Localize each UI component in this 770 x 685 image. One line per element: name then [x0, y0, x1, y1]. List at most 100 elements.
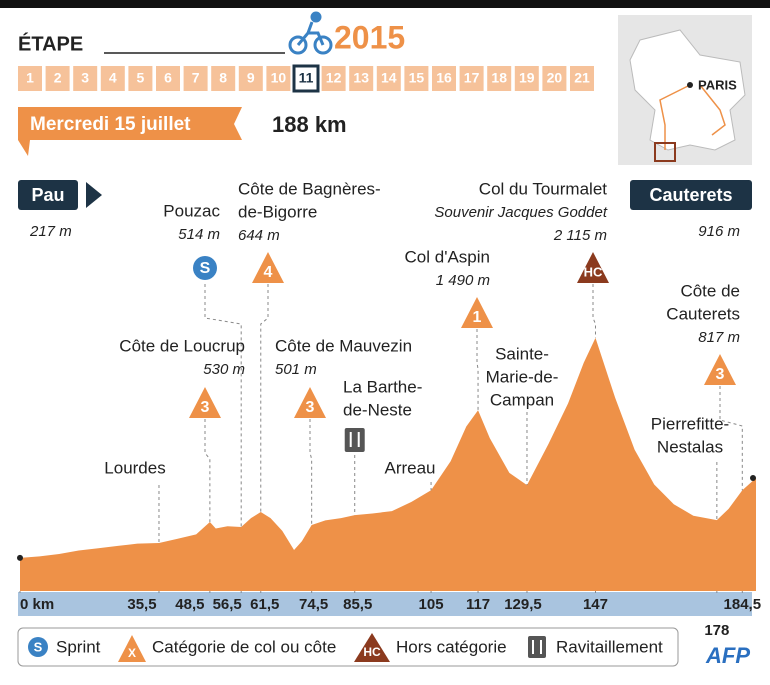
finish-name: Cauterets [649, 185, 732, 205]
legend-icon: S [34, 639, 43, 654]
stage-number: 7 [192, 70, 200, 86]
climb-name: Côte de Bagnères- [238, 179, 381, 198]
stage-box [73, 66, 98, 91]
stage-number: 9 [247, 70, 255, 86]
stage-box [404, 66, 429, 91]
stage-number: 13 [353, 70, 369, 86]
top-bar [0, 0, 770, 8]
leader-line [476, 329, 479, 411]
food-icon [344, 428, 365, 452]
stage-box [432, 66, 456, 91]
stage-number: 17 [464, 70, 480, 86]
climb-category: 3 [306, 399, 315, 416]
profile-area [20, 337, 756, 591]
start-elevation: 217 m [29, 223, 72, 240]
date-banner [18, 107, 242, 156]
start-dot [17, 554, 23, 561]
town-name: Arreau [384, 458, 435, 477]
climb-elevation: 530 m [203, 361, 245, 378]
stage-box [238, 66, 263, 91]
stage-number: 10 [271, 70, 287, 86]
climb-category: HC [584, 264, 603, 279]
year: 2015 [334, 19, 405, 55]
stage-number: 14 [381, 70, 397, 86]
leader-line [719, 386, 743, 491]
climb-elevation: 644 m [238, 227, 280, 244]
stage-box [128, 66, 153, 91]
climb-category: 1 [473, 309, 482, 326]
climb-name: Cauterets [666, 304, 740, 323]
finish-box [630, 180, 752, 210]
climb-icon [461, 297, 493, 328]
leader-line [592, 284, 596, 338]
stage-label: ÉTAPE [18, 32, 83, 55]
stage-box [459, 66, 484, 91]
climb-icon [252, 252, 284, 283]
stage-number: 2 [54, 70, 62, 86]
climb-name: Col du Tourmalet [479, 179, 607, 198]
town-name: Marie-de- [486, 367, 559, 386]
climb-elevation: 501 m [275, 361, 317, 378]
climb-name: Pouzac [163, 201, 220, 220]
climb-elevation: 1 490 m [436, 272, 490, 289]
x-tick-label: 105 [419, 596, 444, 613]
stage-box [100, 66, 125, 91]
climb-icon [294, 387, 326, 418]
stage-box [570, 66, 594, 91]
climb-name: Col d'Aspin [405, 247, 490, 266]
climb-icon [704, 354, 736, 385]
x-tick-label: 61,5 [250, 596, 279, 613]
distance: 188 km [272, 112, 347, 137]
climb-elevation: 514 m [178, 226, 220, 243]
map-label: PARIS [698, 77, 737, 92]
legend-icon: HC [363, 645, 381, 659]
x-tick-label: 56,5 [213, 596, 242, 613]
stage-number: 18 [491, 70, 507, 86]
axis-band [18, 592, 752, 616]
climb-name: de-Bigorre [238, 202, 317, 221]
climb-name: Côte de [680, 281, 740, 300]
map [618, 15, 752, 165]
stage-box [487, 66, 512, 91]
stage-number: 5 [137, 70, 145, 86]
legend-label: Ravitaillement [556, 637, 663, 656]
x-tick-label: 48,5 [175, 596, 204, 613]
x-tick-label: 117 [466, 596, 490, 613]
stage-box [292, 64, 320, 93]
stage-number: 3 [81, 70, 89, 86]
x-tick-label: 147 [583, 596, 608, 613]
stage-number: 20 [547, 70, 563, 86]
climb-category: 3 [201, 399, 210, 416]
climb-elevation: 817 m [698, 329, 740, 346]
stage-number: 19 [519, 70, 535, 86]
climb-subtitle: Souvenir Jacques Goddet [434, 204, 607, 221]
start-box [18, 180, 78, 210]
sprint-icon [193, 256, 217, 280]
stage-box [183, 66, 208, 91]
stage-number: 16 [436, 70, 452, 86]
x-tick-label: 85,5 [343, 596, 372, 613]
legend-label: Hors catégorie [396, 637, 507, 656]
legend-label: Sprint [56, 637, 101, 656]
stage-box [18, 66, 42, 91]
climb-icon [577, 252, 609, 283]
stage-box [376, 66, 401, 91]
climb-icon [189, 387, 221, 418]
leader-line [309, 419, 313, 526]
stage-number: 12 [326, 70, 342, 86]
town-name: Nestalas [657, 437, 723, 456]
stage-number: 21 [574, 70, 590, 86]
x-tick-label: 74,5 [299, 596, 328, 613]
stage-box [156, 66, 180, 91]
legend-label: Catégorie de col ou côte [152, 637, 336, 656]
town-name: Campan [490, 390, 554, 409]
town-name: Sainte- [495, 344, 549, 363]
logo: AFP [705, 643, 750, 668]
climb-category: 4 [264, 264, 273, 281]
climb-name: Côte de Mauvezin [275, 336, 412, 355]
stage-number: 6 [164, 70, 172, 86]
town-name: Lourdes [104, 458, 165, 477]
food-icon-fork [349, 432, 360, 447]
leader-line [260, 284, 269, 512]
